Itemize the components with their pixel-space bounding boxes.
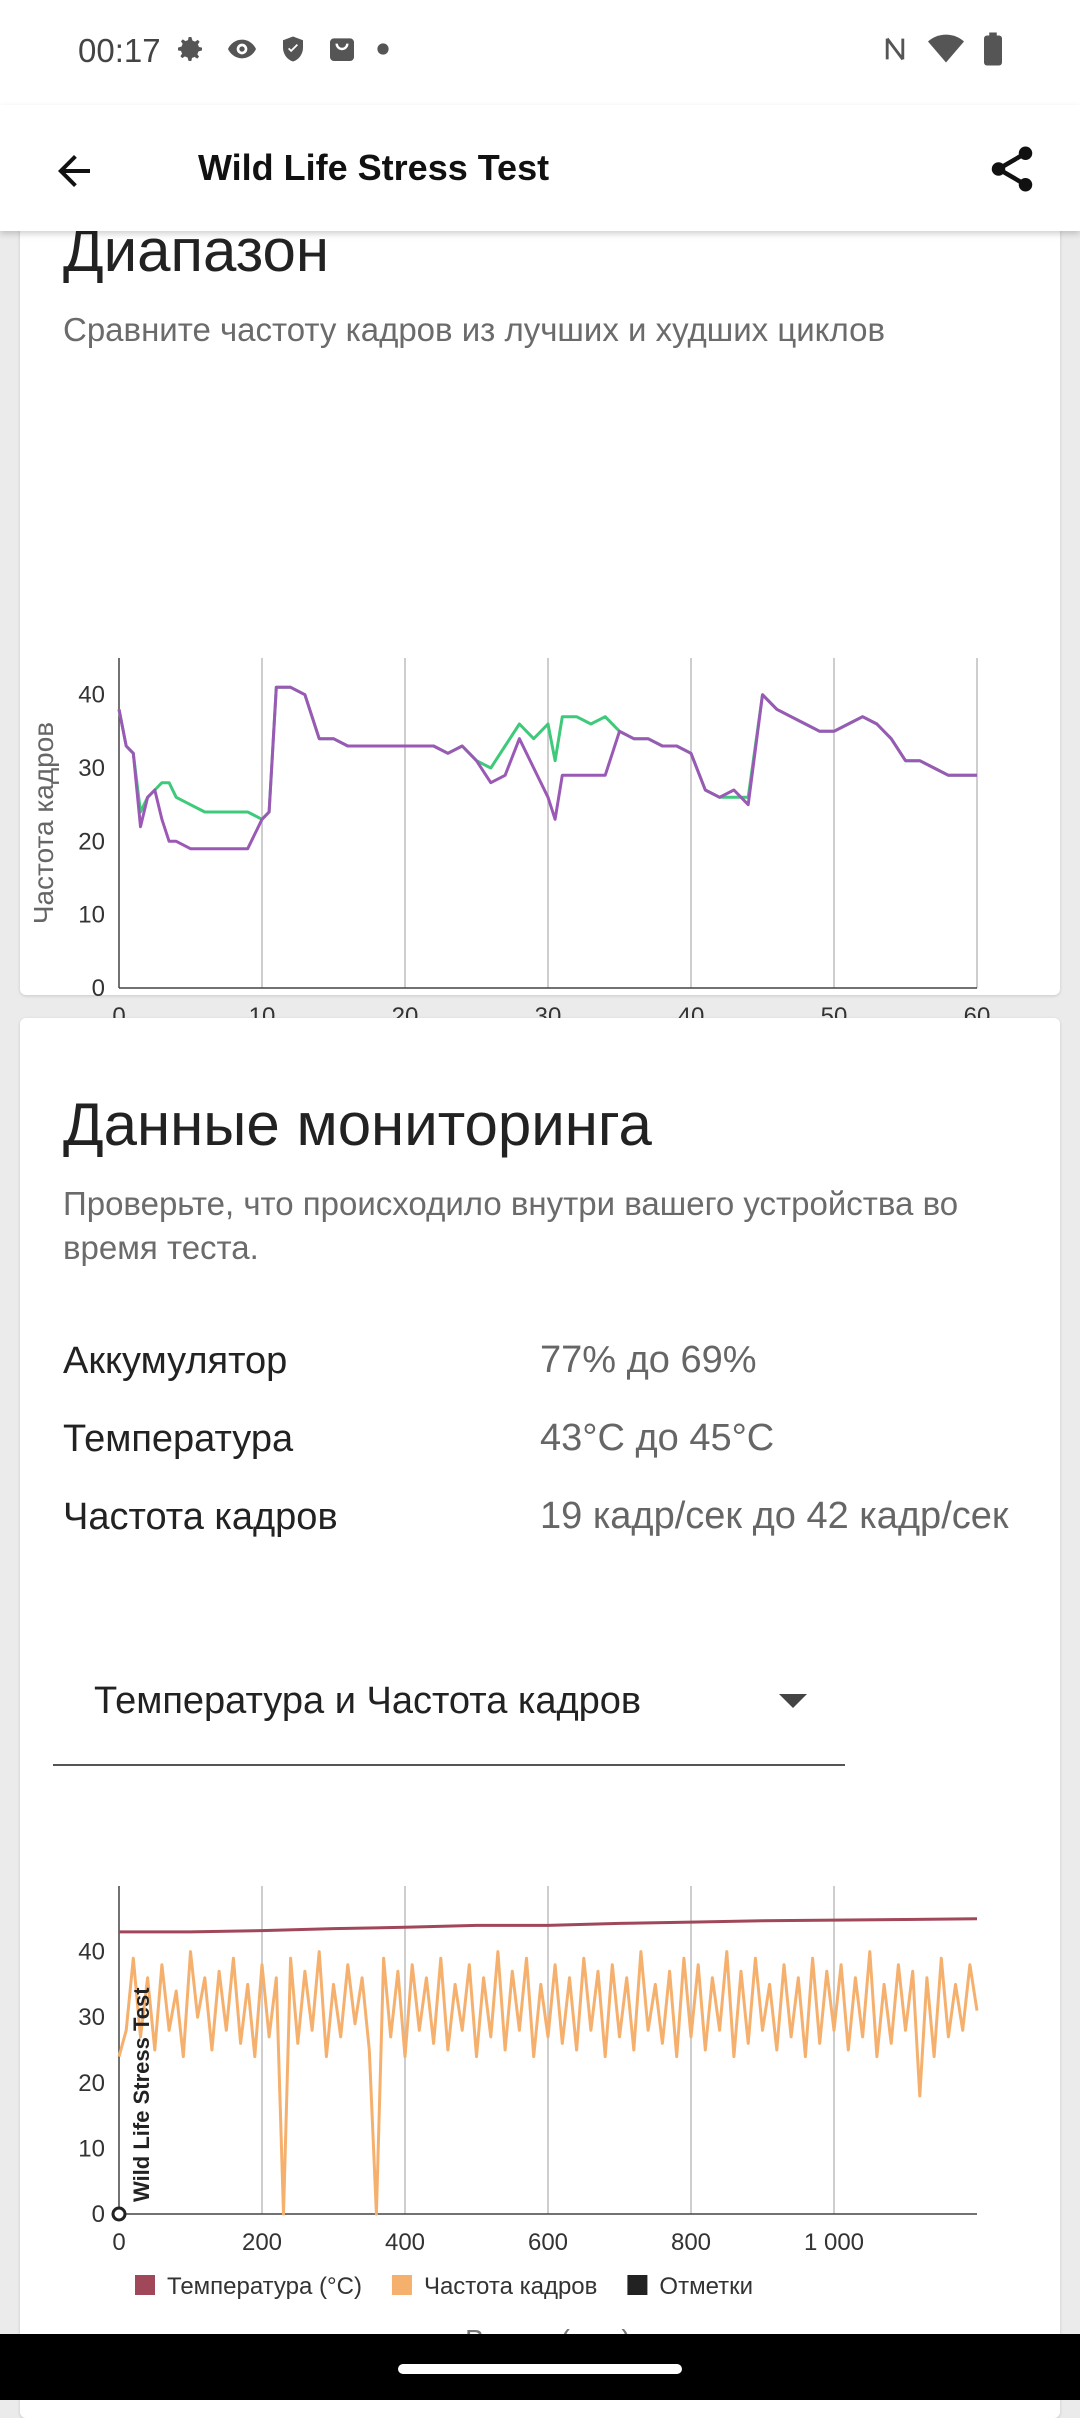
marker-point (111, 2206, 127, 2222)
series-line-1 (117, 685, 977, 851)
legend-label: Отметки (659, 2273, 753, 2300)
dot-icon (377, 43, 389, 55)
battery-label: Аккумулятор (63, 1340, 288, 1382)
y-tick-label: 10 (78, 2135, 105, 2162)
share-icon (991, 146, 1033, 192)
x-tick-label: 1 000 (804, 2229, 864, 2256)
x-tick-label: 800 (671, 2229, 711, 2256)
back-button[interactable] (44, 141, 104, 201)
monitoring-title: Данные мониторинга (63, 1091, 652, 1158)
monitoring-chart: 0 200 400 600 800 1 000 0 10 20 30 40 Температура (… (78, 1886, 979, 2357)
app-bar: Wild Life Stress Test (0, 105, 1080, 231)
y-tick-label: 0 (92, 2201, 105, 2228)
marker-label: Wild Life Stress Test (129, 1987, 154, 2202)
y-tick-label: 30 (78, 755, 105, 782)
app-title: Wild Life Stress Test (198, 147, 550, 188)
legend-swatch (135, 2275, 155, 2295)
settings-icon (178, 37, 202, 61)
eye-icon (228, 39, 256, 59)
legend-label: Температура (°C) (167, 2273, 362, 2300)
x-tick-label: 0 (112, 2229, 125, 2256)
chart-type-dropdown[interactable]: Температура и Частота кадров (53, 1640, 845, 1766)
nfc-icon (885, 37, 905, 61)
share-button[interactable] (980, 137, 1044, 201)
x-tick-label: 600 (528, 2229, 568, 2256)
legend-swatch (627, 2275, 648, 2295)
shield-icon (283, 36, 303, 62)
series-line-1 (117, 1950, 979, 2216)
y-axis-title: Частота кадров (28, 722, 59, 924)
range-subtitle: Сравните частоту кадров из лучших и худш… (63, 311, 885, 348)
home-handle[interactable] (398, 2364, 682, 2374)
y-tick-label: 0 (92, 975, 105, 1002)
x-tick-label: 400 (385, 2229, 425, 2256)
dropdown-value: Температура и Частота кадров (94, 1680, 642, 1722)
legend-label: Частота кадров (424, 2273, 597, 2300)
dropdown-arrow-icon (779, 1694, 807, 1708)
monitoring-card: Данные мониторинга Проверьте, что происх… (20, 1018, 1060, 2418)
arrow-back-icon (58, 155, 90, 187)
y-tick-label: 20 (78, 2070, 105, 2097)
range-card: Диапазон Сравните частоту кадров из лучш… (20, 180, 1060, 1074)
series-line-0 (119, 1917, 978, 1934)
temperature-label: Температура (63, 1418, 294, 1460)
monitoring-subtitle: Проверьте, что происходило внутри вашего… (63, 1185, 959, 1266)
status-time: 00:17 (78, 32, 161, 69)
bag-icon (330, 38, 354, 61)
y-tick-label: 40 (78, 682, 105, 709)
y-tick-label: 10 (78, 902, 105, 929)
wifi-icon (928, 34, 964, 63)
x-tick-label: 200 (242, 2229, 282, 2256)
y-tick-label: 30 (78, 2004, 105, 2031)
status-bar: 00:17 (0, 0, 1080, 105)
navigation-bar (0, 2334, 1080, 2400)
legend-swatch (391, 2275, 412, 2295)
y-tick-label: 40 (78, 1939, 105, 1966)
temperature-value: 43°C до 45°C (540, 1417, 775, 1459)
battery-value: 77% до 69% (540, 1339, 757, 1381)
framerate-value: 19 кадр/сек до 42 кадр/сек (540, 1495, 1009, 1537)
battery-icon (984, 32, 1002, 66)
framerate-label: Частота кадров (63, 1496, 338, 1538)
y-tick-label: 20 (78, 828, 105, 855)
